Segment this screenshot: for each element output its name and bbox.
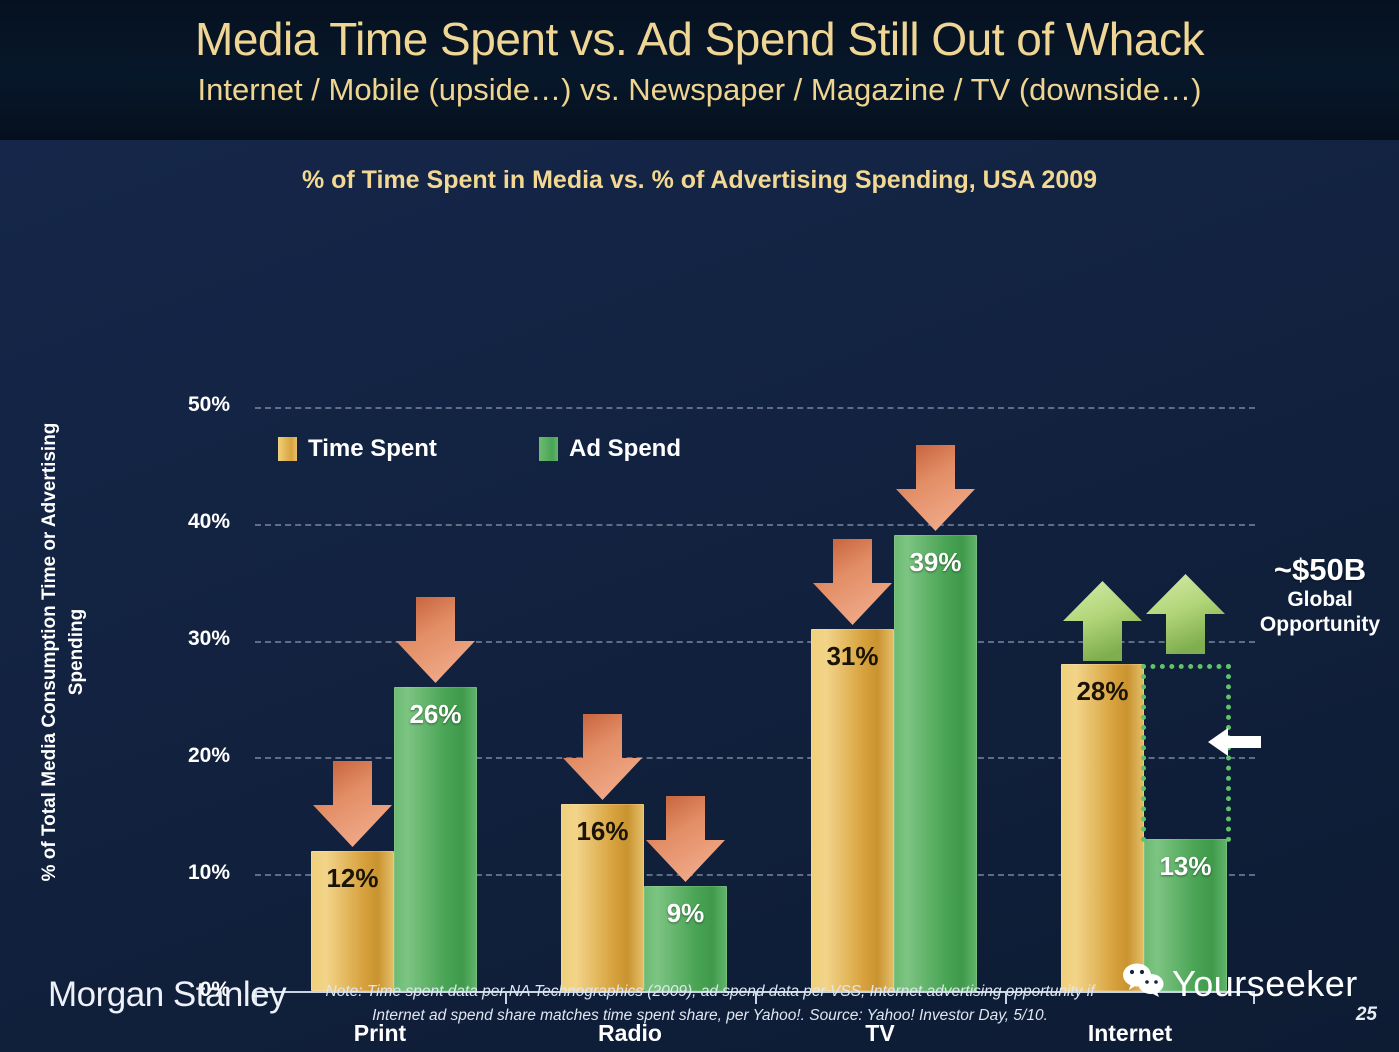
down-arrow-print-ad-spend [394, 597, 477, 685]
legend-swatch-time-spent [278, 437, 297, 461]
y-axis-title: % of Total Media Consumption Time or Adv… [39, 422, 87, 882]
bar-radio-time-spent[interactable]: 16% [561, 804, 644, 991]
bar-value-tv-time-spent: 31% [826, 641, 879, 671]
down-arrow-tv-ad-spend [894, 445, 977, 533]
gridline-20 [255, 757, 1255, 759]
axis-tick-1 [505, 991, 507, 1004]
legend-swatch-ad-spend [539, 437, 558, 461]
bar-print-ad-spend[interactable]: 26% [394, 687, 477, 991]
axis-tick-end [1253, 991, 1255, 1004]
slide-title: Media Time Spent vs. Ad Spend Still Out … [195, 13, 1204, 65]
category-label-internet: Internet [1087, 1020, 1173, 1046]
y-tick-label-20: 20% [187, 744, 230, 767]
y-tick-label-10: 10% [187, 861, 230, 884]
bar-print-time-spent[interactable]: 12% [311, 851, 394, 991]
gridline-30 [255, 641, 1255, 643]
bar-value-internet-time-spent: 28% [1076, 676, 1129, 706]
bar-value-internet-ad-spend: 13% [1159, 851, 1212, 881]
down-arrow-tv-time-spent [811, 539, 894, 627]
bar-internet-time-spent[interactable]: 28% [1061, 664, 1144, 991]
slide-body: % of Time Spent in Media vs. % of Advert… [0, 140, 1399, 1052]
source-footnote: Note: Time spent data per NA Technograph… [325, 983, 1095, 1024]
down-arrow-radio-ad-spend [644, 796, 727, 884]
down-arrow-radio-time-spent [561, 714, 644, 802]
gridline-10 [255, 874, 1255, 876]
callout-line-global: Global [1287, 588, 1353, 611]
plot-area: 12% 26% 16% 9% 31% 39% 28% 13% Print Rad [255, 260, 1255, 1046]
axis-tick-3 [1005, 991, 1007, 1004]
opportunity-gap-outline [1141, 664, 1231, 842]
slide-header-band: Media Time Spent vs. Ad Spend Still Out … [0, 0, 1399, 140]
bar-tv-time-spent[interactable]: 31% [811, 629, 894, 991]
legend-item-ad-spend: Ad Spend [539, 435, 681, 463]
bar-tv-ad-spend[interactable]: 39% [894, 535, 977, 991]
legend-label-ad-spend: Ad Spend [569, 435, 681, 462]
legend-item-time-spent: Time Spent [278, 435, 437, 463]
category-label-tv: TV [865, 1020, 895, 1046]
down-arrow-print-time-spent [311, 761, 394, 849]
bar-radio-ad-spend[interactable]: 9% [644, 886, 727, 991]
legend-label-time-spent: Time Spent [308, 435, 437, 462]
up-arrow-internet-ad-spend [1144, 574, 1227, 656]
y-tick-label-40: 40% [187, 510, 230, 533]
bar-value-print-ad-spend: 26% [409, 699, 462, 729]
arrow-left-icon [1208, 725, 1262, 764]
chart-title: % of Time Spent in Media vs. % of Advert… [301, 166, 1098, 194]
y-tick-label-0: 0% [199, 978, 230, 1001]
opportunity-callout: ~$50B Global Opportunity [1244, 553, 1396, 637]
bar-internet-ad-spend[interactable]: 13% [1144, 839, 1227, 991]
axis-tick-2 [755, 991, 757, 1004]
morgan-stanley-logo: Morgan Stanley [48, 975, 287, 1014]
gridline-40 [255, 524, 1255, 526]
gridline-50 [255, 407, 1255, 409]
y-tick-label-50: 50% [187, 393, 230, 416]
slide-subtitle: Internet / Mobile (upside…) vs. Newspape… [197, 72, 1202, 107]
up-arrow-internet-time-spent [1061, 581, 1144, 663]
bar-value-radio-time-spent: 16% [576, 816, 629, 846]
y-tick-label-30: 30% [187, 627, 230, 650]
category-label-print: Print [353, 1020, 407, 1046]
callout-line-opportunity: Opportunity [1259, 613, 1381, 636]
category-label-radio: Radio [598, 1020, 662, 1046]
page-number: 25 [1355, 1004, 1377, 1025]
callout-amount: ~$50B [1273, 552, 1367, 587]
axis-tick-start [255, 991, 257, 1004]
bar-value-tv-ad-spend: 39% [909, 547, 962, 577]
bar-value-print-time-spent: 12% [326, 863, 379, 893]
bar-value-radio-ad-spend: 9% [666, 898, 705, 928]
